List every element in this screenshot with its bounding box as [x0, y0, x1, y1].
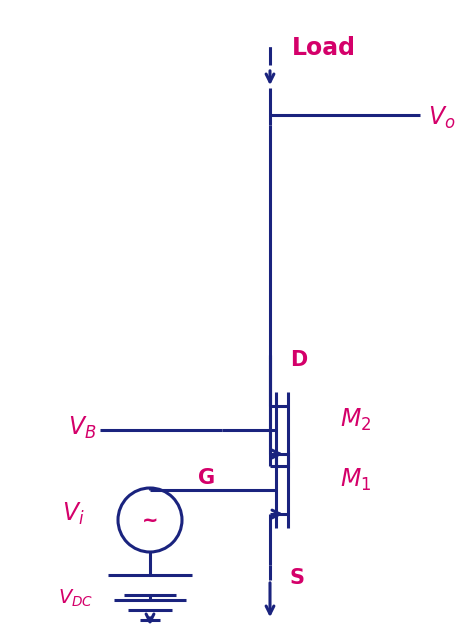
Text: $V_B$: $V_B$: [68, 415, 97, 441]
Text: ~: ~: [142, 510, 158, 529]
Text: S: S: [290, 568, 305, 588]
Text: $V_i$: $V_i$: [62, 501, 85, 527]
Text: $M_1$: $M_1$: [340, 467, 371, 493]
Text: $V_{DC}$: $V_{DC}$: [58, 587, 93, 609]
Text: $V_o$: $V_o$: [428, 105, 456, 131]
Text: D: D: [290, 350, 307, 370]
Text: G: G: [198, 468, 215, 488]
Text: Load: Load: [292, 36, 356, 60]
Text: $M_2$: $M_2$: [340, 407, 371, 433]
